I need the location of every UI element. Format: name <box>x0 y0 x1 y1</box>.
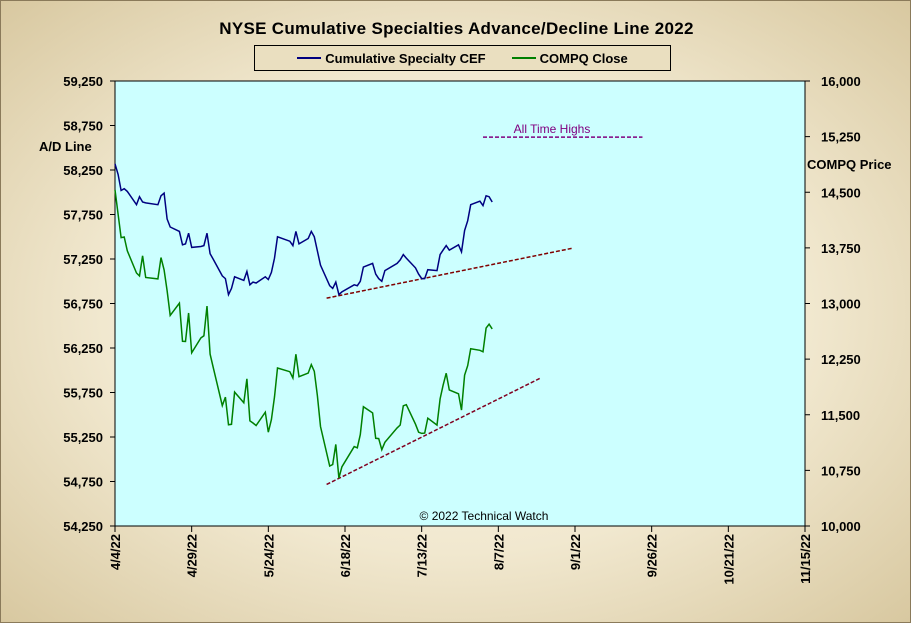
legend-swatch-cef <box>297 57 322 59</box>
legend-item-cef: Cumulative Specialty CEF <box>297 50 486 66</box>
y-left-tick-label: 56,750 <box>63 297 103 312</box>
plot-area <box>114 80 806 527</box>
x-tick-label: 6/18/22 <box>338 534 353 577</box>
legend-label-cef: Cumulative Specialty CEF <box>325 50 486 66</box>
y-left-tick-label: 56,250 <box>63 341 103 356</box>
y-right-tick-label: 13,750 <box>821 241 861 256</box>
legend-item-compq: COMPQ Close <box>511 50 628 66</box>
y-left-tick-label: 58,250 <box>63 163 103 178</box>
annotation-all-time-highs: All Time Highs <box>514 122 591 136</box>
x-tick-label: 5/24/22 <box>261 534 276 577</box>
credit-text: © 2022 Technical Watch <box>420 509 549 523</box>
y-left-tick-label: 59,250 <box>63 74 103 89</box>
y-right-tick-label: 12,250 <box>821 352 861 367</box>
y-left-tick-label: 57,250 <box>63 252 103 267</box>
x-tick-label: 4/29/22 <box>185 534 200 577</box>
y-right-tick-label: 10,000 <box>821 519 861 534</box>
y-left-tick-label: 54,750 <box>63 475 103 490</box>
trendline-1 <box>326 376 542 486</box>
left-axis-label: A/D Line <box>39 139 92 154</box>
x-tick-label: 11/15/22 <box>798 534 813 584</box>
x-tick-label: 9/26/22 <box>645 534 660 577</box>
x-tick-label: 8/7/22 <box>491 534 506 570</box>
y-left-tick-label: 57,750 <box>63 208 103 223</box>
y-right-tick-label: 15,250 <box>821 130 861 145</box>
legend-swatch-compq <box>511 57 536 59</box>
y-right-tick-label: 13,000 <box>821 297 861 312</box>
x-tick-label: 7/13/22 <box>415 534 430 577</box>
y-left-tick-label: 55,250 <box>63 430 103 445</box>
right-axis-label: COMPQ Price <box>807 157 892 172</box>
y-right-tick-label: 16,000 <box>821 74 861 89</box>
y-left-tick-label: 55,750 <box>63 386 103 401</box>
x-tick-label: 10/21/22 <box>721 534 736 585</box>
x-tick-label: 9/1/22 <box>568 534 583 570</box>
x-tick-label: 4/4/22 <box>108 534 123 570</box>
legend: Cumulative Specialty CEF COMPQ Close <box>254 45 671 71</box>
y-right-tick-label: 14,500 <box>821 185 861 200</box>
y-right-tick-label: 11,500 <box>821 408 860 423</box>
chart-title: NYSE Cumulative Specialties Advance/Decl… <box>219 19 694 38</box>
series-line-cef <box>114 163 493 297</box>
series-line-compq <box>114 189 493 479</box>
y-right-tick-label: 10,750 <box>821 463 861 478</box>
legend-label-compq: COMPQ Close <box>539 50 628 66</box>
y-left-tick-label: 54,250 <box>63 519 103 534</box>
y-left-tick-label: 58,750 <box>63 119 103 134</box>
